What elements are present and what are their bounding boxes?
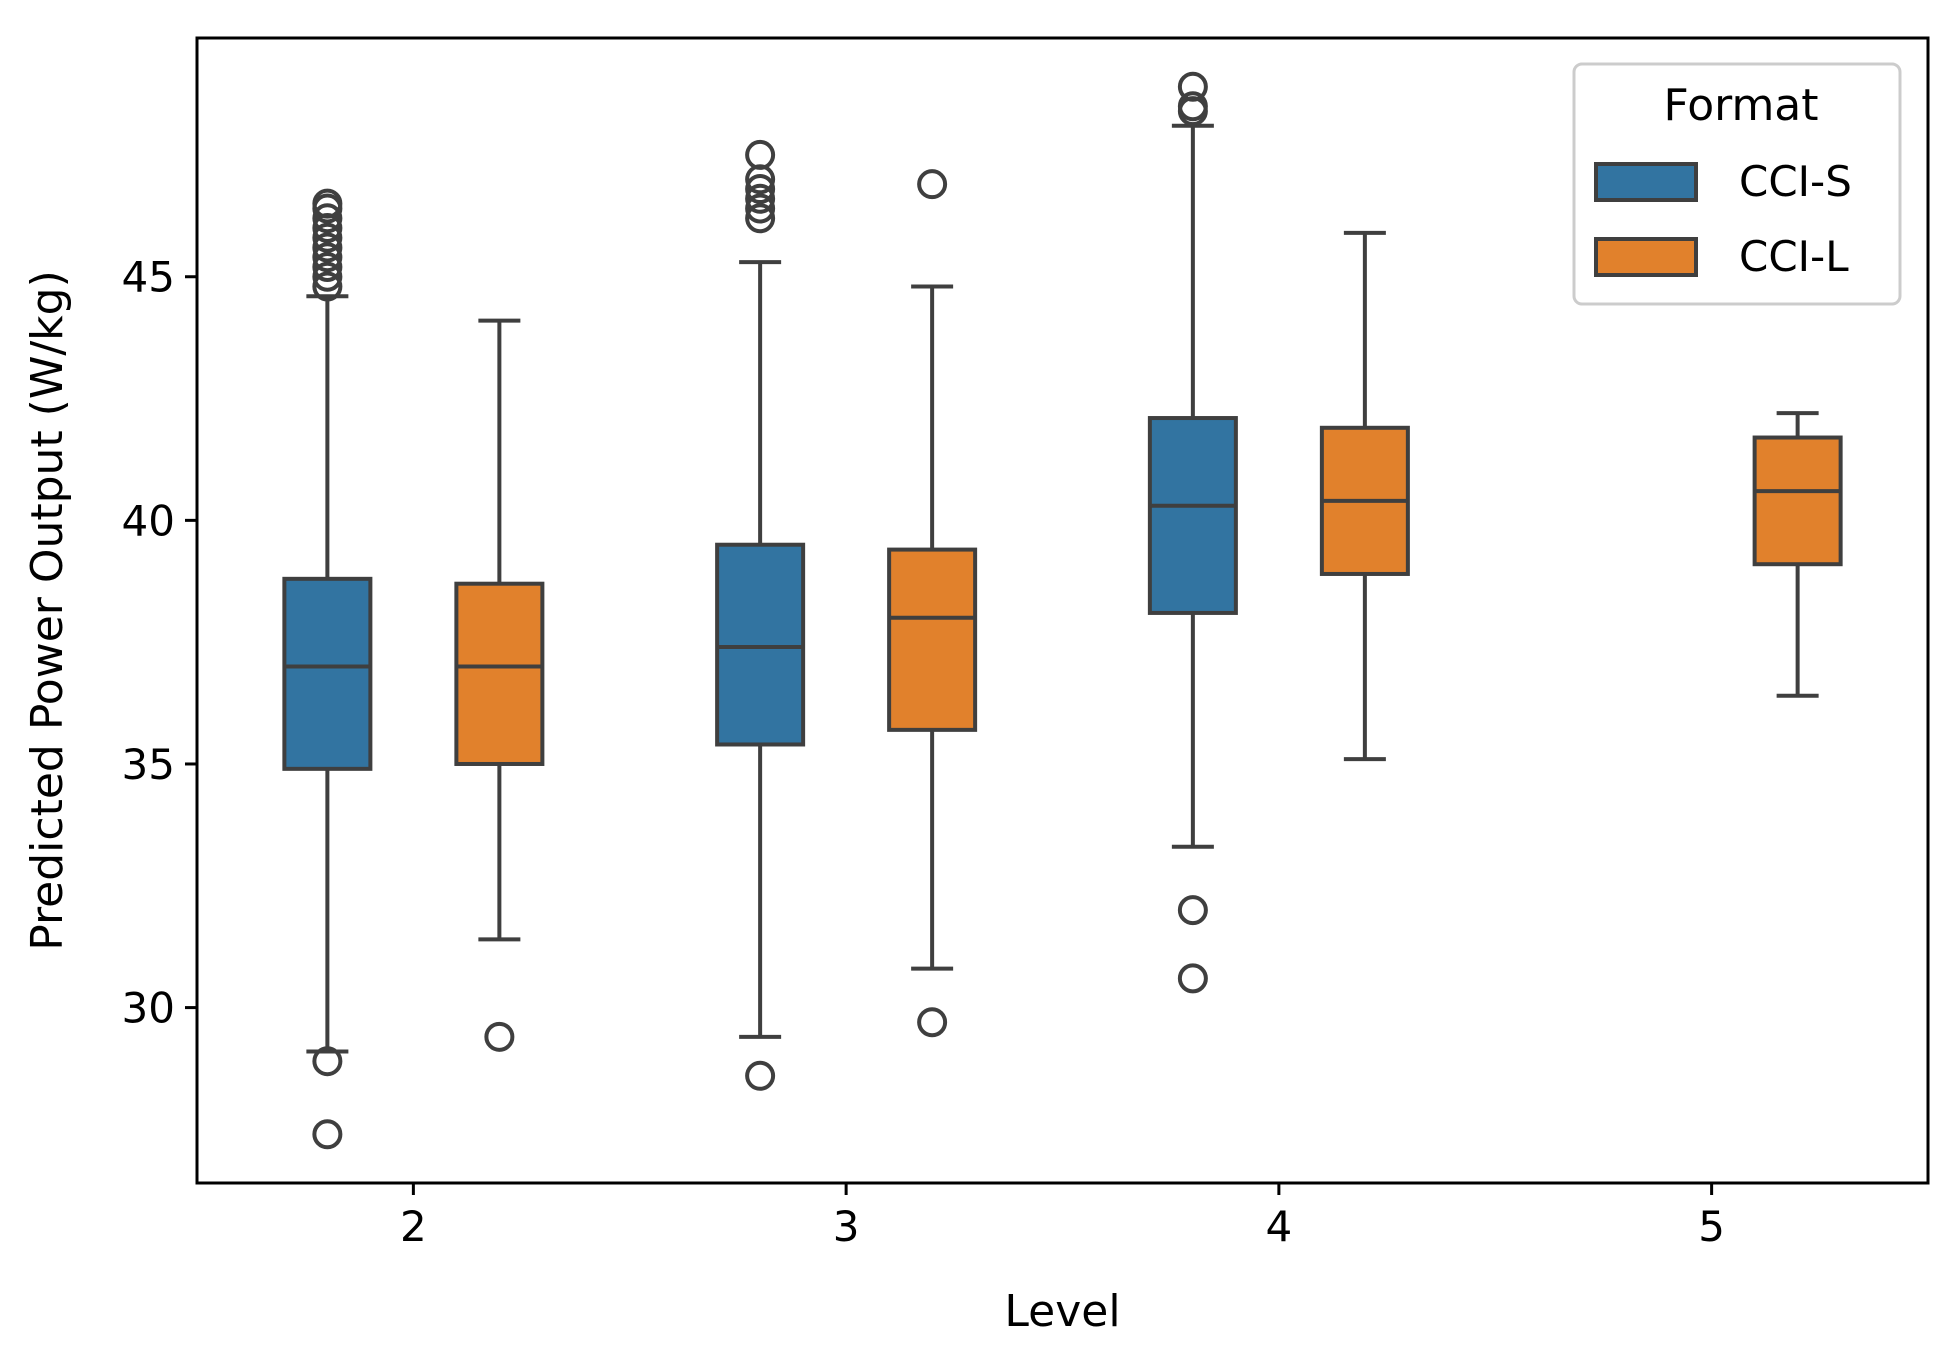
- y-tick-label: 45: [122, 253, 175, 302]
- box-cci-s-level-4: [1147, 71, 1238, 994]
- outlier-point: [312, 232, 343, 263]
- legend-label-cci-s: CCI-S: [1739, 157, 1852, 206]
- box-iqr: [1147, 416, 1238, 615]
- box-cci-l-level-2: [454, 318, 545, 1052]
- outlier-point: [312, 252, 343, 282]
- y-tick-label: 30: [122, 984, 175, 1033]
- boxes-layer: [282, 71, 1843, 1150]
- outlier-point: [917, 169, 948, 200]
- box-cci-l-level-3: [887, 169, 978, 1038]
- outlier-point: [745, 193, 776, 224]
- y-axis-label: Predicted Power Output (W/kg): [22, 270, 73, 950]
- outlier-point: [312, 242, 343, 273]
- outlier-point: [1177, 963, 1208, 994]
- outlier-point: [745, 174, 776, 205]
- x-tick-label: 3: [833, 1202, 860, 1251]
- box-cci-l-level-4: [1319, 230, 1410, 762]
- box-iqr: [715, 542, 806, 747]
- x-tick-label: 5: [1698, 1202, 1725, 1251]
- box-cci-s-level-2: [282, 188, 373, 1150]
- outlier-point: [1177, 71, 1208, 102]
- outlier-point: [745, 139, 776, 170]
- legend-swatch-cci-s: [1594, 162, 1698, 202]
- outlier-point: [312, 1119, 343, 1150]
- outlier-point: [745, 183, 776, 214]
- x-axis-label: Level: [1004, 1286, 1120, 1337]
- box-cci-l-level-5: [1752, 411, 1843, 698]
- y-tick-label: 35: [122, 740, 175, 789]
- legend: Format CCI-S CCI-L: [1572, 62, 1902, 306]
- box-iqr: [282, 576, 373, 771]
- box-iqr: [454, 581, 545, 766]
- legend-label-cci-l: CCI-L: [1739, 232, 1849, 281]
- outlier-point: [917, 1007, 948, 1038]
- legend-title: Format: [1663, 80, 1818, 131]
- legend-items: CCI-S CCI-L: [1594, 157, 1852, 281]
- outlier-point: [312, 203, 343, 234]
- legend-swatch-cci-l: [1594, 237, 1698, 277]
- outlier-point: [1177, 895, 1208, 926]
- outlier-point: [312, 188, 343, 219]
- outlier-point: [745, 1060, 776, 1091]
- x-tick-label: 4: [1266, 1202, 1293, 1251]
- outlier-point: [1177, 91, 1208, 122]
- outlier-point: [312, 271, 343, 302]
- y-tick-label: 40: [122, 496, 175, 545]
- outlier-point: [484, 1021, 515, 1052]
- outlier-point: [745, 203, 776, 234]
- outlier-point: [312, 1046, 343, 1077]
- box-iqr: [1752, 435, 1843, 567]
- box-cci-s-level-3: [715, 139, 806, 1091]
- outlier-point: [312, 261, 343, 292]
- plot-area-frame: [195, 36, 1930, 1185]
- outlier-point: [312, 222, 343, 253]
- box-iqr: [887, 547, 978, 732]
- x-tick-label: 2: [400, 1202, 427, 1251]
